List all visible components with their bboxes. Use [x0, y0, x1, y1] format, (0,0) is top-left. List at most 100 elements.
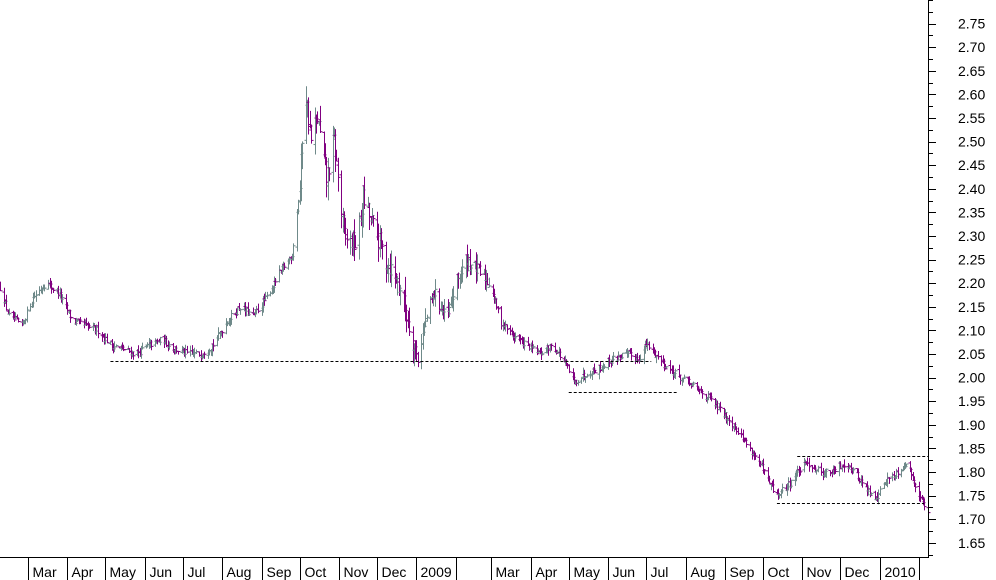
ohlc-bar: [339, 170, 344, 229]
ohlc-bar: [682, 374, 687, 379]
ohlc-bar: [576, 380, 581, 386]
ohlc-bar: [780, 483, 785, 494]
ohlc-bar: [762, 469, 767, 476]
y-tick-label: 2.60: [958, 86, 985, 102]
ohlc-bar: [345, 228, 350, 249]
ohlc-bar: [398, 284, 403, 306]
y-tick-label: 2.35: [958, 204, 985, 220]
ohlc-bar: [744, 437, 749, 448]
y-tick-label: 2.25: [958, 252, 985, 268]
ohlc-bar: [300, 141, 305, 170]
ohlc-bar: [318, 105, 323, 134]
ohlc-bar: [505, 324, 510, 335]
ohlc-bar: [371, 215, 376, 227]
ohlc-bar: [224, 318, 229, 335]
ohlc-bar: [805, 457, 810, 467]
ohlc-bar: [668, 360, 673, 374]
y-tick-label: 2.75: [958, 16, 985, 32]
ohlc-bar: [535, 345, 540, 356]
ohlc-bar: [380, 240, 385, 260]
ohlc-bar: [282, 262, 287, 271]
x-tick-label: Oct: [768, 564, 790, 580]
y-tick-label: 2.10: [958, 322, 985, 338]
ohlc-bar: [122, 348, 127, 351]
ohlc-bar: [42, 284, 47, 292]
x-tick-label: Apr: [72, 564, 94, 580]
ohlc-bar: [647, 341, 652, 351]
y-tick-label: 1.70: [958, 511, 985, 527]
ohlc-bar: [87, 323, 92, 329]
y-tick-label: 1.80: [958, 464, 985, 480]
ohlc-bar: [425, 314, 430, 322]
ohlc-bar: [433, 279, 438, 307]
x-tick-label: Dec: [382, 564, 407, 580]
x-tick-label: Aug: [691, 564, 716, 580]
ohlc-bar: [496, 306, 501, 314]
ohlc-bar: [256, 303, 261, 314]
ohlc-bar: [327, 167, 332, 182]
y-tick-label: 2.30: [958, 228, 985, 244]
y-tick-label: 2.20: [958, 275, 985, 291]
ohlc-bar: [60, 294, 65, 305]
y-tick-label: 2.50: [958, 134, 985, 150]
ohlc-bar: [389, 250, 394, 288]
y-tick-label: 2.45: [958, 157, 985, 173]
ohlc-bar: [309, 124, 314, 144]
y-tick-label: 2.00: [958, 370, 985, 386]
ohlc-bar: [277, 265, 282, 283]
ohlc-bar: [25, 306, 30, 323]
ohlc-bar: [659, 355, 664, 367]
ohlc-bar: [869, 492, 874, 496]
x-tick-label: 2009: [421, 564, 452, 580]
ohlc-bar: [265, 291, 270, 299]
ohlc-bar: [229, 309, 234, 325]
x-tick-label: Sep: [730, 564, 755, 580]
ohlc-bar: [656, 350, 661, 360]
ohlc-bar: [273, 278, 278, 287]
ohlc-bar: [807, 457, 812, 472]
ohlc-bar: [131, 351, 136, 360]
ohlc-bar: [531, 344, 536, 349]
ohlc-bar: [291, 243, 296, 261]
y-tick-label: 1.75: [958, 488, 985, 504]
ohlc-bar: [887, 477, 892, 484]
x-tick-label: 2010: [885, 564, 916, 580]
ohlc-bar: [336, 157, 341, 192]
x-tick-label: Sep: [267, 564, 292, 580]
ohlc-bar: [352, 219, 357, 261]
y-axis: 1.65 1.70 1.75 1.80 1.85 1.90 1.95 2.00 2.05 2.10…: [928, 0, 985, 557]
ohlc-bar: [12, 311, 17, 322]
ohlc-bar: [149, 339, 154, 351]
ohlc-bar: [922, 498, 927, 511]
ohlc-bar: [593, 369, 598, 374]
ohlc-bar: [851, 467, 856, 474]
ohlc-bar: [789, 479, 794, 489]
x-tick-label: May: [574, 564, 600, 580]
ohlc-bar: [904, 463, 909, 467]
ohlc-bar: [620, 352, 625, 360]
x-tick-label: Jul: [651, 564, 669, 580]
ohlc-bar: [913, 482, 918, 493]
ohlc-bar: [416, 351, 421, 368]
ohlc-bar: [816, 465, 821, 473]
ohlc-bar: [295, 208, 300, 252]
ohlc-bar: [105, 333, 110, 344]
ohlc-bar: [419, 333, 424, 370]
ohlc-bar: [357, 212, 362, 260]
ohlc-bar: [824, 468, 829, 478]
ohlc-bar: [370, 208, 375, 224]
ohlc-bar: [588, 370, 593, 379]
ohlc-bar: [753, 452, 758, 460]
ohlc-bar: [176, 350, 181, 355]
ohlc-bar: [696, 385, 701, 392]
ohlc-bar: [567, 364, 572, 374]
y-tick-label: 1.95: [958, 393, 985, 409]
x-tick-label: Jun: [613, 564, 636, 580]
ohlc-bar: [384, 241, 389, 283]
ohlc-bar: [238, 308, 243, 315]
ohlc-bar: [211, 339, 216, 352]
ohlc-bar: [700, 389, 705, 399]
ohlc-bar: [114, 344, 119, 348]
x-tick-label: Nov: [807, 564, 832, 580]
